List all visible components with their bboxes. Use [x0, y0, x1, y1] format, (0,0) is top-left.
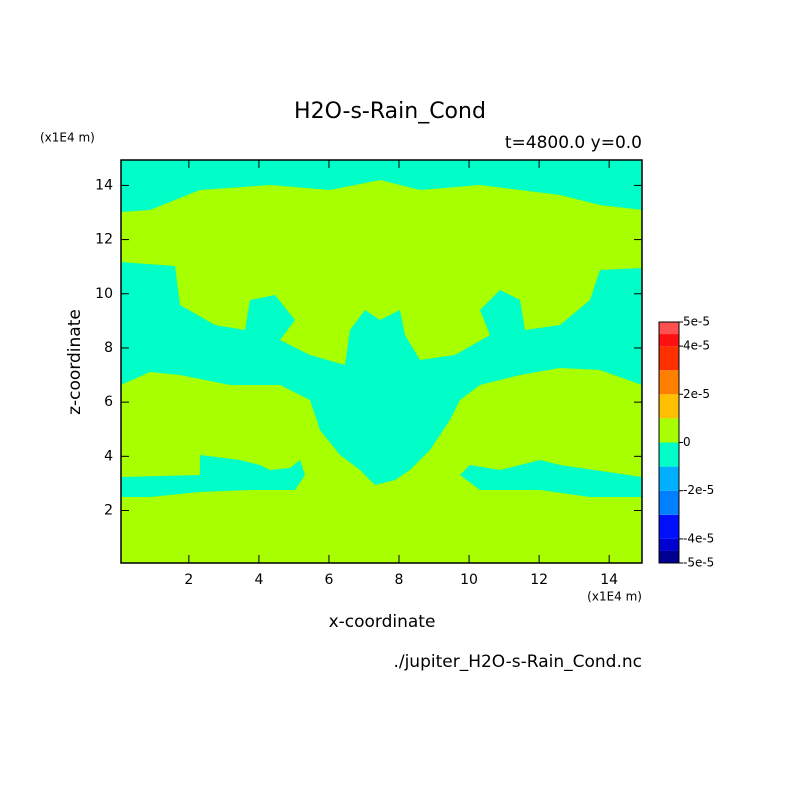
x-tick-label: 8 [395, 572, 404, 588]
colorbar-segment [659, 334, 679, 347]
colorbar-tick-label: -5e-5 [683, 556, 714, 570]
contour-region [121, 455, 305, 497]
y-axis-label: z-coordinate [65, 309, 85, 415]
colorbar-segment [659, 490, 679, 515]
colorbar-tick-label: -4e-5 [683, 531, 714, 545]
x-unit: (x1E4 m) [587, 590, 642, 604]
y-tick-label: 8 [104, 340, 113, 356]
colorbar-segment [659, 442, 679, 467]
x-tick-label: 10 [460, 572, 478, 588]
colorbar-tick-label: -2e-5 [683, 483, 714, 497]
y-tick-label: 4 [104, 448, 113, 464]
x-tick-label: 6 [325, 572, 334, 588]
y-tick-label: 6 [104, 394, 113, 410]
y-tick-label: 12 [95, 232, 113, 248]
colorbar-segment [659, 550, 679, 563]
x-tick-label: 2 [184, 572, 193, 588]
colorbar-segment [659, 538, 679, 551]
colorbar-tick-label: 2e-5 [683, 387, 710, 401]
y-tick-label: 14 [95, 177, 113, 193]
x-tick-label: 14 [600, 572, 618, 588]
colorbar-tick-label: 0 [683, 435, 691, 449]
colorbar-segment [659, 370, 679, 395]
chart-subtitle: t=4800.0 y=0.0 [505, 133, 642, 153]
x-axis-label: x-coordinate [329, 612, 436, 632]
colorbar-segment [659, 322, 679, 335]
plot-frame [120, 159, 643, 564]
colorbar-segment [659, 346, 679, 371]
colorbar-segment [659, 514, 679, 539]
colorbar-segment [659, 394, 679, 419]
contour-region [121, 160, 642, 212]
colorbar-tick-label: 4e-5 [683, 339, 710, 353]
source-label: ./jupiter_H2O-s-Rain_Cond.nc [393, 652, 642, 672]
contour-field [121, 160, 642, 563]
contour-region [460, 460, 642, 497]
contour-region [121, 262, 642, 485]
colorbar-tick-label: 5e-5 [683, 315, 710, 329]
x-tick-label: 12 [530, 572, 548, 588]
y-tick-label: 2 [104, 503, 113, 519]
y-unit: (x1E4 m) [40, 131, 95, 145]
chart-title: H2O-s-Rain_Cond [294, 99, 486, 124]
colorbar-segment [659, 466, 679, 491]
x-tick-label: 4 [254, 572, 263, 588]
y-tick-label: 10 [95, 286, 113, 302]
colorbar-segment [659, 418, 679, 443]
